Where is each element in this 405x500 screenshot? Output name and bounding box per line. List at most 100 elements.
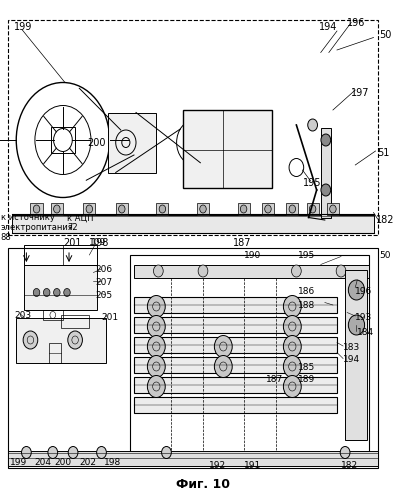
Text: 201: 201 <box>63 238 81 248</box>
Text: Фиг. 10: Фиг. 10 <box>175 478 230 492</box>
Text: 50: 50 <box>379 30 391 40</box>
Bar <box>134 265 369 278</box>
Bar <box>306 202 318 215</box>
Text: 193: 193 <box>354 313 371 322</box>
Text: 207: 207 <box>95 278 112 287</box>
Bar <box>49 342 61 362</box>
Text: 109: 109 <box>89 238 106 247</box>
Bar <box>261 202 273 215</box>
Bar <box>344 270 367 440</box>
Circle shape <box>339 446 349 458</box>
Bar <box>134 336 336 352</box>
Circle shape <box>118 205 125 213</box>
Circle shape <box>147 336 165 357</box>
Circle shape <box>23 331 38 349</box>
Circle shape <box>53 288 60 296</box>
Text: 199: 199 <box>14 22 32 32</box>
Bar <box>182 110 271 188</box>
Bar <box>134 316 336 332</box>
Bar <box>8 248 377 468</box>
Circle shape <box>283 356 301 378</box>
Circle shape <box>33 288 40 296</box>
Bar <box>83 202 95 215</box>
Circle shape <box>214 356 232 378</box>
Bar <box>8 451 377 466</box>
Bar <box>326 202 338 215</box>
Text: 196: 196 <box>354 286 371 296</box>
Bar <box>134 356 336 372</box>
Text: 50: 50 <box>379 250 390 260</box>
Text: 202: 202 <box>79 458 96 467</box>
Text: 182: 182 <box>340 462 357 470</box>
Bar <box>237 202 249 215</box>
Circle shape <box>283 296 301 318</box>
Circle shape <box>147 296 165 318</box>
Text: 184: 184 <box>356 328 373 337</box>
Circle shape <box>147 356 165 378</box>
Text: 195: 195 <box>298 250 315 260</box>
Circle shape <box>147 316 165 338</box>
Bar <box>51 202 63 215</box>
Text: 195: 195 <box>302 178 320 188</box>
Circle shape <box>347 315 364 335</box>
Text: 186: 186 <box>298 286 315 296</box>
Text: 51: 51 <box>377 148 389 158</box>
Circle shape <box>291 265 301 277</box>
Text: 198: 198 <box>91 238 109 248</box>
Circle shape <box>347 280 364 300</box>
Bar <box>196 202 209 215</box>
Text: 199: 199 <box>10 458 27 467</box>
Text: 203: 203 <box>14 310 31 320</box>
Text: 197: 197 <box>350 88 369 98</box>
Circle shape <box>309 205 315 213</box>
Bar <box>286 202 298 215</box>
Circle shape <box>86 205 92 213</box>
Bar <box>24 245 97 265</box>
Text: 192: 192 <box>209 462 226 470</box>
Circle shape <box>48 446 58 458</box>
Circle shape <box>307 119 317 131</box>
Bar <box>51 128 75 152</box>
Circle shape <box>21 446 31 458</box>
Circle shape <box>147 376 165 398</box>
Bar <box>156 202 168 215</box>
Circle shape <box>159 205 165 213</box>
Bar <box>24 265 97 310</box>
Circle shape <box>68 446 78 458</box>
Text: 187: 187 <box>265 376 282 384</box>
Bar <box>115 202 128 215</box>
Bar <box>30 202 43 215</box>
Text: 200: 200 <box>55 458 72 467</box>
Bar <box>134 396 336 412</box>
Text: к АЦП
72: к АЦП 72 <box>67 213 93 232</box>
Text: 205: 205 <box>95 290 112 300</box>
Circle shape <box>240 205 246 213</box>
Text: 182: 182 <box>375 215 393 225</box>
Text: 185: 185 <box>298 363 315 372</box>
Bar <box>320 128 330 218</box>
Text: 187: 187 <box>233 238 252 248</box>
Circle shape <box>43 288 50 296</box>
Text: 204: 204 <box>34 458 51 467</box>
Circle shape <box>96 446 106 458</box>
Bar <box>8 20 377 235</box>
Text: 206: 206 <box>95 266 112 274</box>
Circle shape <box>320 184 330 196</box>
Text: 191: 191 <box>243 462 260 470</box>
Circle shape <box>68 331 82 349</box>
Bar <box>134 376 336 392</box>
Circle shape <box>33 205 40 213</box>
Circle shape <box>161 446 171 458</box>
Text: к источнику
электропитания
88: к источнику электропитания 88 <box>1 214 73 242</box>
Circle shape <box>283 316 301 338</box>
Text: 194: 194 <box>318 22 336 32</box>
Bar <box>12 215 373 232</box>
Text: 198: 198 <box>103 458 120 467</box>
Text: 201: 201 <box>101 313 118 322</box>
Circle shape <box>288 205 295 213</box>
Text: 183: 183 <box>342 343 359 352</box>
Circle shape <box>53 205 60 213</box>
Circle shape <box>283 336 301 357</box>
Circle shape <box>329 205 335 213</box>
Circle shape <box>283 376 301 398</box>
